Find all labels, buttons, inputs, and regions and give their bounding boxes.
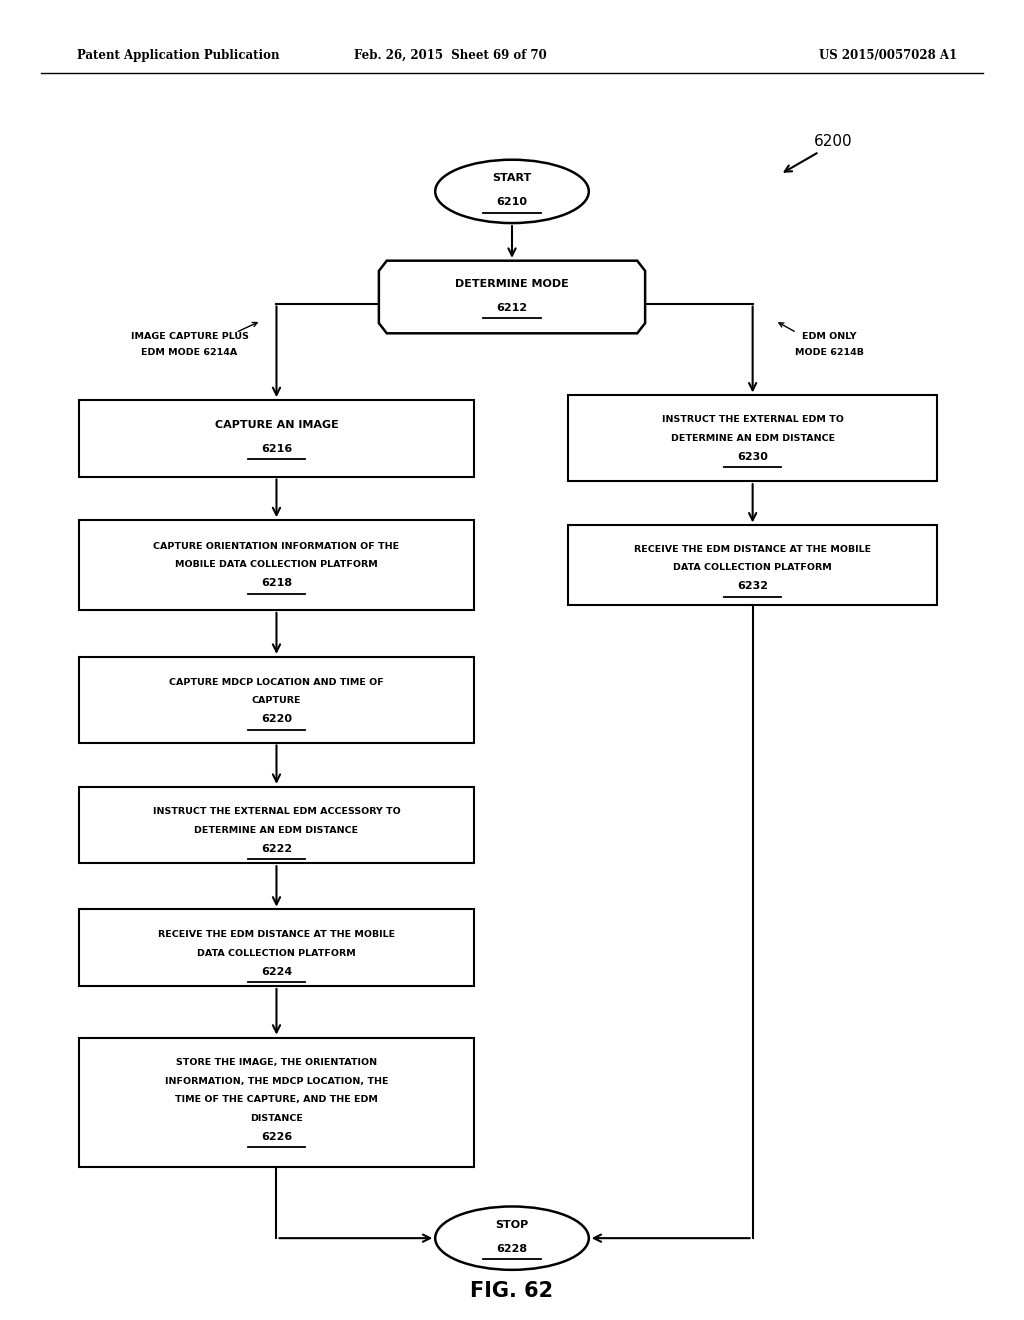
Text: DATA COLLECTION PLATFORM: DATA COLLECTION PLATFORM bbox=[197, 949, 356, 957]
Bar bbox=[80, 909, 473, 986]
Bar bbox=[80, 520, 473, 610]
Text: RECEIVE THE EDM DISTANCE AT THE MOBILE: RECEIVE THE EDM DISTANCE AT THE MOBILE bbox=[634, 545, 871, 553]
Text: START: START bbox=[493, 173, 531, 183]
Text: FIG. 62: FIG. 62 bbox=[470, 1280, 554, 1302]
Text: STOP: STOP bbox=[496, 1220, 528, 1230]
Text: 6200: 6200 bbox=[814, 133, 853, 149]
Ellipse shape bbox=[435, 1206, 589, 1270]
Text: 6228: 6228 bbox=[497, 1243, 527, 1254]
Text: 6226: 6226 bbox=[261, 1131, 292, 1142]
Text: CAPTURE MDCP LOCATION AND TIME OF: CAPTURE MDCP LOCATION AND TIME OF bbox=[169, 678, 384, 686]
Ellipse shape bbox=[435, 160, 589, 223]
Bar bbox=[568, 525, 937, 605]
Bar bbox=[80, 1038, 473, 1167]
Text: CAPTURE ORIENTATION INFORMATION OF THE: CAPTURE ORIENTATION INFORMATION OF THE bbox=[154, 543, 399, 550]
Text: 6212: 6212 bbox=[497, 302, 527, 313]
Text: Patent Application Publication: Patent Application Publication bbox=[77, 49, 280, 62]
Text: CAPTURE AN IMAGE: CAPTURE AN IMAGE bbox=[215, 420, 338, 430]
Text: TIME OF THE CAPTURE, AND THE EDM: TIME OF THE CAPTURE, AND THE EDM bbox=[175, 1096, 378, 1104]
Text: DETERMINE AN EDM DISTANCE: DETERMINE AN EDM DISTANCE bbox=[671, 434, 835, 442]
Text: 6224: 6224 bbox=[261, 966, 292, 977]
Text: MODE 6214B: MODE 6214B bbox=[795, 348, 864, 356]
Text: 6210: 6210 bbox=[497, 197, 527, 207]
Text: 6232: 6232 bbox=[737, 581, 768, 591]
Text: RECEIVE THE EDM DISTANCE AT THE MOBILE: RECEIVE THE EDM DISTANCE AT THE MOBILE bbox=[158, 931, 395, 939]
Text: US 2015/0057028 A1: US 2015/0057028 A1 bbox=[819, 49, 957, 62]
Bar bbox=[80, 657, 473, 742]
Text: INSTRUCT THE EXTERNAL EDM TO: INSTRUCT THE EXTERNAL EDM TO bbox=[662, 416, 844, 424]
Text: DISTANCE: DISTANCE bbox=[250, 1114, 303, 1122]
Text: EDM MODE 6214A: EDM MODE 6214A bbox=[141, 348, 238, 356]
Bar bbox=[80, 787, 473, 863]
Text: IMAGE CAPTURE PLUS: IMAGE CAPTURE PLUS bbox=[130, 333, 249, 341]
Text: DATA COLLECTION PLATFORM: DATA COLLECTION PLATFORM bbox=[673, 564, 833, 572]
Text: 6230: 6230 bbox=[737, 451, 768, 462]
Text: 6220: 6220 bbox=[261, 714, 292, 725]
Text: Feb. 26, 2015  Sheet 69 of 70: Feb. 26, 2015 Sheet 69 of 70 bbox=[354, 49, 547, 62]
Polygon shape bbox=[379, 261, 645, 333]
Text: INFORMATION, THE MDCP LOCATION, THE: INFORMATION, THE MDCP LOCATION, THE bbox=[165, 1077, 388, 1085]
Text: DETERMINE MODE: DETERMINE MODE bbox=[455, 279, 569, 289]
Text: MOBILE DATA COLLECTION PLATFORM: MOBILE DATA COLLECTION PLATFORM bbox=[175, 561, 378, 569]
Bar bbox=[568, 395, 937, 480]
Text: CAPTURE: CAPTURE bbox=[252, 697, 301, 705]
Text: STORE THE IMAGE, THE ORIENTATION: STORE THE IMAGE, THE ORIENTATION bbox=[176, 1059, 377, 1067]
Text: EDM ONLY: EDM ONLY bbox=[802, 333, 857, 341]
Text: INSTRUCT THE EXTERNAL EDM ACCESSORY TO: INSTRUCT THE EXTERNAL EDM ACCESSORY TO bbox=[153, 808, 400, 816]
Bar bbox=[80, 400, 473, 477]
Text: 6222: 6222 bbox=[261, 843, 292, 854]
Text: 6216: 6216 bbox=[261, 444, 292, 454]
Text: 6218: 6218 bbox=[261, 578, 292, 589]
Text: DETERMINE AN EDM DISTANCE: DETERMINE AN EDM DISTANCE bbox=[195, 826, 358, 834]
